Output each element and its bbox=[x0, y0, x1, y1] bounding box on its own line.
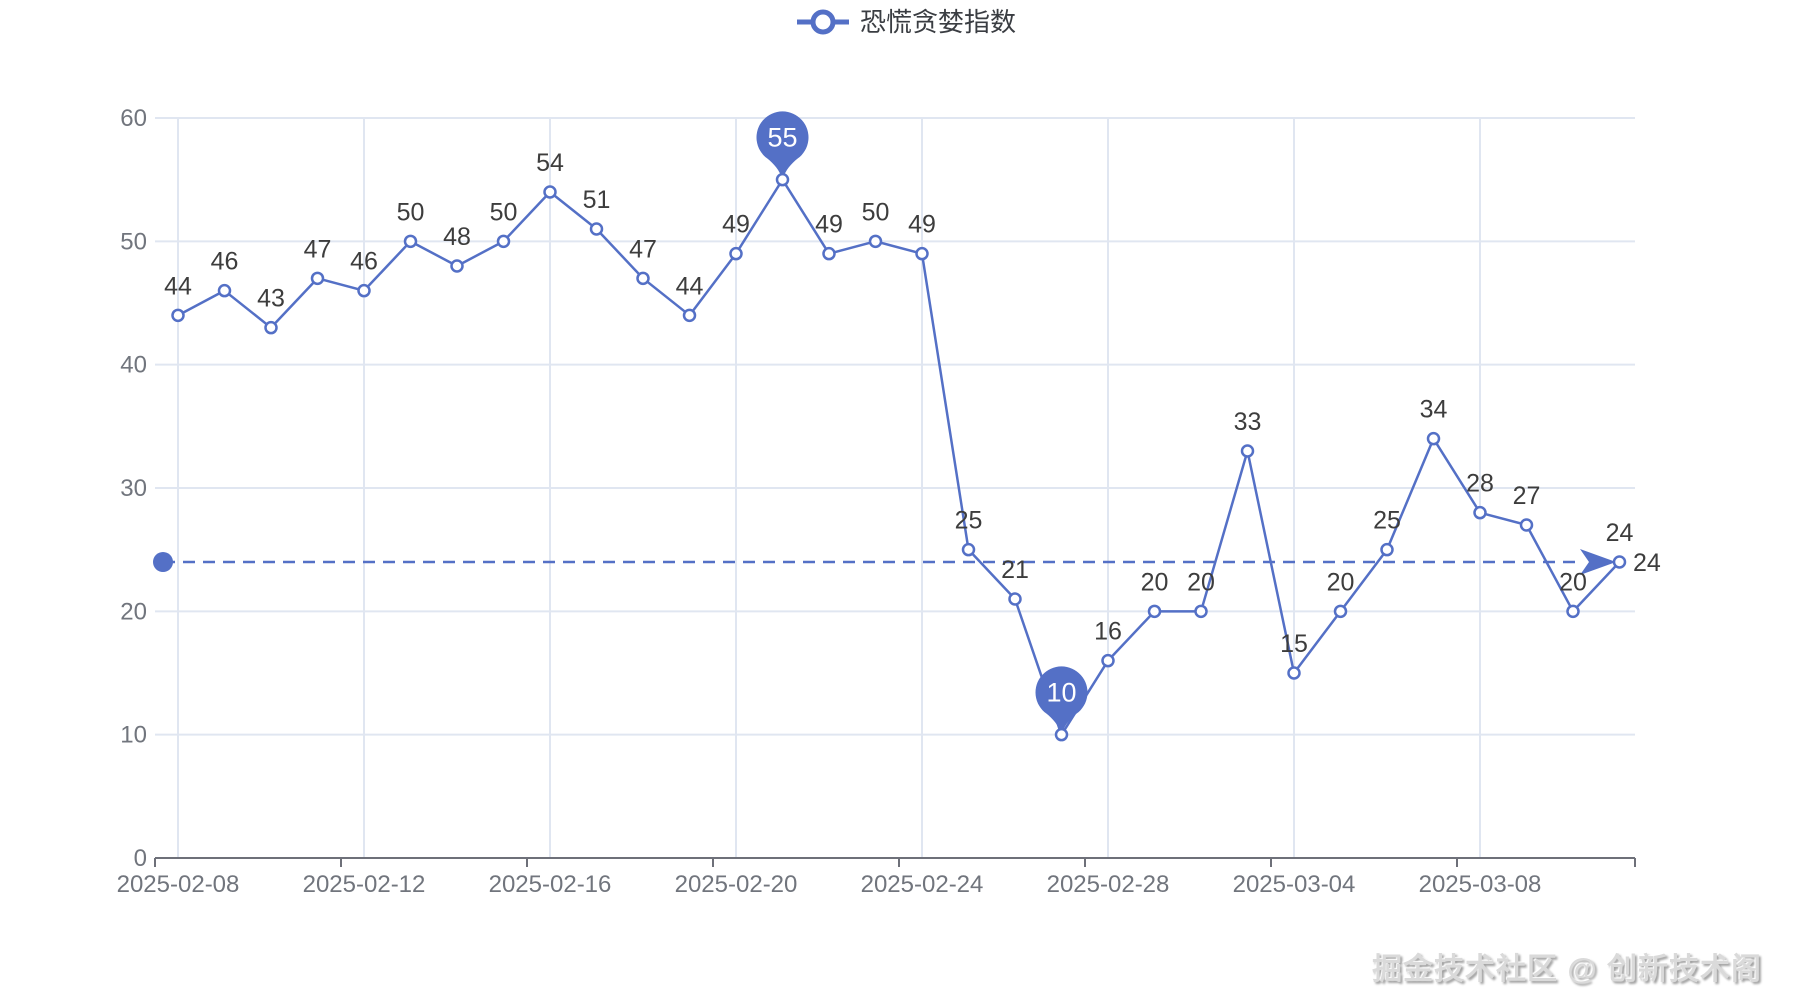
data-point[interactable] bbox=[915, 246, 929, 261]
data-point[interactable] bbox=[1426, 431, 1441, 446]
watermark: 掘金技术社区 @ 创新技术阁 bbox=[1372, 953, 1762, 986]
markline-value-label: 24 bbox=[1633, 549, 1661, 577]
data-point[interactable] bbox=[729, 246, 743, 261]
legend-item-fear-greed-index[interactable]: 恐慌贪婪指数 bbox=[796, 6, 1016, 38]
data-point[interactable] bbox=[1612, 555, 1627, 569]
point-label: 50 bbox=[490, 198, 518, 226]
point-label: 27 bbox=[1513, 482, 1541, 510]
x-tick-label: 2025-02-28 bbox=[1047, 871, 1170, 898]
data-point[interactable] bbox=[1287, 666, 1301, 680]
y-tick-label: 0 bbox=[134, 845, 147, 872]
point-label: 20 bbox=[1187, 568, 1215, 596]
series-line bbox=[176, 178, 1621, 736]
legend-label: 恐慌贪婪指数 bbox=[860, 7, 1017, 37]
point-label: 44 bbox=[164, 272, 192, 300]
x-tick-label: 2025-02-16 bbox=[489, 871, 612, 898]
point-label: 50 bbox=[862, 198, 890, 226]
point-label: 15 bbox=[1280, 630, 1308, 658]
x-tick-label: 2025-02-24 bbox=[861, 871, 984, 898]
data-point[interactable] bbox=[1194, 604, 1208, 619]
data-point[interactable] bbox=[1147, 604, 1162, 619]
data-point[interactable] bbox=[264, 320, 278, 335]
pin-label: 55 bbox=[767, 123, 797, 153]
data-point[interactable] bbox=[450, 259, 464, 273]
point-label: 33 bbox=[1234, 408, 1262, 436]
point-label: 51 bbox=[583, 186, 611, 214]
data-point[interactable] bbox=[1054, 727, 1069, 742]
data-point[interactable] bbox=[775, 172, 790, 187]
pin-label: 10 bbox=[1046, 678, 1076, 708]
data-point[interactable] bbox=[1519, 518, 1534, 532]
data-point[interactable] bbox=[357, 283, 371, 298]
max-pin[interactable]: 55 bbox=[756, 111, 809, 180]
data-point[interactable] bbox=[961, 542, 976, 557]
data-point[interactable] bbox=[868, 234, 883, 249]
point-label: 21 bbox=[1001, 556, 1029, 584]
x-tick-label: 2025-02-12 bbox=[303, 871, 426, 898]
point-label: 47 bbox=[629, 235, 657, 263]
data-point[interactable] bbox=[822, 246, 836, 261]
data-point[interactable] bbox=[543, 185, 557, 199]
data-point[interactable] bbox=[1240, 444, 1255, 458]
point-label: 20 bbox=[1141, 568, 1169, 596]
data-point[interactable] bbox=[310, 271, 325, 286]
point-label: 47 bbox=[304, 235, 332, 263]
point-label: 54 bbox=[536, 149, 564, 177]
pin-shape bbox=[1035, 666, 1088, 735]
point-label: 16 bbox=[1094, 618, 1122, 646]
data-point[interactable] bbox=[1101, 653, 1115, 668]
point-label: 34 bbox=[1420, 396, 1448, 424]
y-tick-label: 40 bbox=[120, 352, 147, 379]
point-label: 25 bbox=[1373, 507, 1401, 535]
data-point[interactable] bbox=[217, 283, 232, 298]
min-pin[interactable]: 10 bbox=[1035, 666, 1088, 735]
point-label: 20 bbox=[1327, 568, 1355, 596]
y-tick-label: 50 bbox=[120, 228, 147, 255]
x-tick-label: 2025-02-08 bbox=[117, 871, 240, 898]
point-label: 50 bbox=[397, 198, 425, 226]
data-point[interactable] bbox=[1473, 505, 1487, 520]
line-series-icon bbox=[797, 9, 849, 35]
point-label: 48 bbox=[443, 223, 471, 251]
point-label: 49 bbox=[722, 211, 750, 239]
y-tick-label: 60 bbox=[120, 105, 147, 132]
y-tick-label: 30 bbox=[120, 475, 147, 502]
point-label: 24 bbox=[1606, 519, 1634, 547]
markline-arrow bbox=[1580, 549, 1616, 575]
point-label: 46 bbox=[350, 248, 378, 276]
point-label: 28 bbox=[1466, 470, 1494, 498]
data-point[interactable] bbox=[1566, 604, 1580, 619]
data-point[interactable] bbox=[636, 271, 650, 286]
point-label: 25 bbox=[955, 507, 983, 535]
data-point[interactable] bbox=[1333, 604, 1348, 619]
point-label: 46 bbox=[211, 248, 239, 276]
data-point[interactable] bbox=[496, 234, 511, 249]
data-point[interactable] bbox=[589, 222, 604, 236]
data-point[interactable] bbox=[1380, 542, 1394, 557]
data-point[interactable] bbox=[1008, 592, 1022, 606]
data-point[interactable] bbox=[171, 308, 185, 323]
point-label: 20 bbox=[1559, 568, 1587, 596]
point-label: 49 bbox=[908, 211, 936, 239]
point-label: 43 bbox=[257, 285, 285, 313]
point-label: 44 bbox=[676, 272, 704, 300]
pin-shape bbox=[756, 111, 809, 180]
x-tick-label: 2025-03-04 bbox=[1233, 871, 1356, 898]
data-point[interactable] bbox=[682, 308, 697, 323]
y-tick-label: 20 bbox=[120, 598, 147, 625]
y-tick-label: 10 bbox=[120, 722, 147, 749]
point-label: 49 bbox=[815, 211, 843, 239]
data-point[interactable] bbox=[403, 234, 418, 249]
x-tick-label: 2025-03-08 bbox=[1419, 871, 1542, 898]
x-tick-label: 2025-02-20 bbox=[675, 871, 798, 898]
